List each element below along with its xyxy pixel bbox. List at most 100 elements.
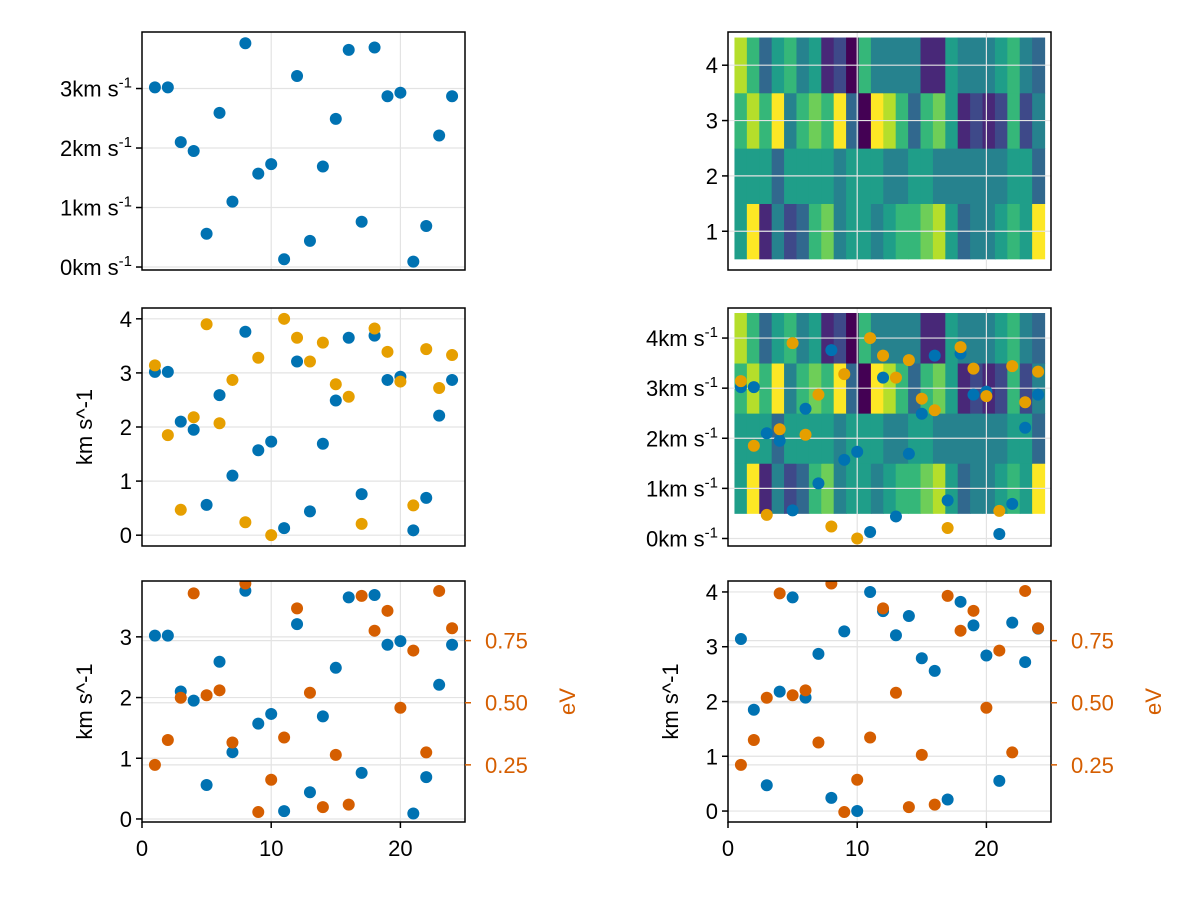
panel-bottom-left: 0 1 2 3 0 10 20 km s^-1 0.25 0.50 0.75 eV: [72, 580, 580, 861]
axis-frame: [727, 307, 1052, 547]
point-middle-left-s0-8: [252, 444, 265, 457]
point-bottom-right-s1-3: [773, 587, 786, 600]
plot-area-top-left: [142, 32, 465, 270]
point-top-left-s0-17: [368, 41, 381, 54]
point-middle-right-s1-7: [825, 520, 838, 533]
y-tick-text: 3km s: [646, 376, 705, 401]
y-tick-label: 1km s-1: [646, 474, 718, 501]
point-middle-right-s0-9: [851, 445, 864, 458]
point-middle-right-s0-6: [812, 477, 825, 490]
point-middle-right-s0-4: [786, 504, 799, 517]
y2-tick-label: 0.50: [1071, 691, 1114, 716]
point-bottom-left-s0-10: [278, 805, 291, 818]
y-tick-text: 0km s: [60, 255, 119, 280]
y2-tick-label: 0.25: [1071, 753, 1114, 778]
point-top-left-s0-16: [355, 215, 368, 228]
y-tick-exponent: -1: [119, 134, 132, 151]
y-tick-label: 4: [706, 580, 718, 605]
point-bottom-right-s0-14: [915, 652, 928, 665]
point-middle-right-s1-21: [1006, 360, 1019, 373]
point-bottom-left-s1-14: [329, 748, 342, 761]
point-middle-right-s0-22: [1019, 421, 1032, 434]
point-bottom-right-s0-8: [838, 625, 851, 638]
point-bottom-left-s1-4: [200, 689, 213, 702]
point-middle-left-s1-7: [239, 516, 252, 529]
point-bottom-right-s0-15: [928, 664, 941, 677]
point-middle-left-s1-9: [265, 529, 278, 542]
point-middle-left-s0-5: [213, 389, 226, 402]
point-bottom-left-s0-22: [433, 678, 446, 691]
point-middle-left-s1-6: [226, 373, 239, 386]
y-tick-exponent: -1: [119, 75, 132, 92]
y-tick-text: 4: [706, 580, 718, 605]
point-bottom-right-s1-22: [1019, 584, 1032, 597]
point-bottom-left-s1-1: [161, 734, 174, 747]
point-middle-right-s0-2: [760, 427, 773, 440]
y-tick-exponent: -1: [119, 194, 132, 211]
y-tick-text: 2: [120, 686, 132, 711]
y-tick-exponent: -1: [119, 253, 132, 270]
point-middle-right-s0-11: [877, 371, 890, 384]
y-tick-exponent: -1: [705, 524, 718, 541]
y-tick-label: 1: [120, 469, 132, 494]
point-middle-left-s1-18: [381, 345, 394, 358]
point-bottom-left-s0-9: [265, 707, 278, 720]
point-middle-right-s1-18: [967, 362, 980, 375]
y-tick-label: 2: [120, 686, 132, 711]
y-tick-text: 2km s: [646, 426, 705, 451]
point-middle-left-s1-21: [420, 343, 433, 356]
y-tick-label: 0: [120, 523, 132, 548]
point-middle-left-s1-20: [407, 499, 420, 512]
point-middle-left-s0-22: [433, 409, 446, 422]
point-bottom-right-s0-13: [902, 610, 915, 623]
point-bottom-left-s1-3: [187, 587, 200, 600]
point-bottom-right-s1-18: [967, 604, 980, 617]
plot-area-bottom-right: [728, 581, 1051, 822]
point-bottom-left-s1-2: [174, 691, 187, 704]
point-bottom-left-s0-13: [316, 710, 329, 723]
y2-tick-label: 0.25: [485, 753, 528, 778]
y-axis-label: km s^-1: [658, 663, 683, 739]
plot-area-bottom-left: [142, 581, 465, 822]
y-tick-text: 2km s: [60, 136, 119, 161]
point-middle-left-s1-0: [148, 359, 161, 372]
panel-top-right: 1 2 3 4: [706, 31, 1052, 271]
point-top-left-s0-3: [187, 145, 200, 157]
y-tick-text: 2: [706, 690, 718, 715]
point-middle-left-s0-12: [303, 505, 316, 518]
y-tick-label: 0km s-1: [60, 253, 132, 280]
point-bottom-left-s1-11: [291, 602, 304, 615]
y-tick-label: 1km s-1: [60, 194, 132, 221]
point-bottom-right-s1-17: [954, 624, 967, 637]
point-middle-right-s0-16: [941, 494, 954, 507]
point-middle-left-s1-3: [187, 411, 200, 424]
y2-axis-label: eV: [555, 688, 580, 715]
plot-area-middle-left: [142, 308, 465, 546]
point-bottom-left-s0-1: [161, 629, 174, 642]
x-tick-label: 10: [845, 836, 869, 861]
plot-area-middle-right: [728, 308, 1051, 546]
panel-bottom-right: 0 1 2 3 4 0 10 20 km s^-1 0.25 0.50 0.75 eV: [658, 580, 1166, 861]
point-middle-right-s0-13: [902, 447, 915, 460]
point-bottom-right-s1-13: [902, 801, 915, 814]
point-middle-left-s1-19: [394, 375, 407, 388]
axis-frame: [727, 31, 1052, 271]
point-bottom-left-s1-16: [355, 589, 368, 602]
point-top-left-s0-20: [407, 255, 420, 268]
y-tick-label: 2: [706, 164, 718, 189]
point-bottom-right-s1-6: [812, 736, 825, 749]
y-tick-exponent: -1: [705, 424, 718, 441]
point-middle-right-s1-17: [954, 341, 967, 354]
point-middle-left-s1-13: [316, 336, 329, 349]
y-tick-text: 0: [120, 523, 132, 548]
y-tick-label: 2: [120, 415, 132, 440]
y-tick-label: 3: [706, 109, 718, 134]
point-middle-right-s0-3: [773, 434, 786, 447]
point-bottom-right-s1-23: [1032, 622, 1045, 635]
point-middle-left-s1-4: [200, 318, 213, 331]
point-bottom-left-s0-15: [342, 591, 355, 604]
y-tick-label: 0km s-1: [646, 524, 718, 551]
y-tick-text: 2: [706, 164, 718, 189]
y-tick-text: 4: [120, 307, 132, 332]
